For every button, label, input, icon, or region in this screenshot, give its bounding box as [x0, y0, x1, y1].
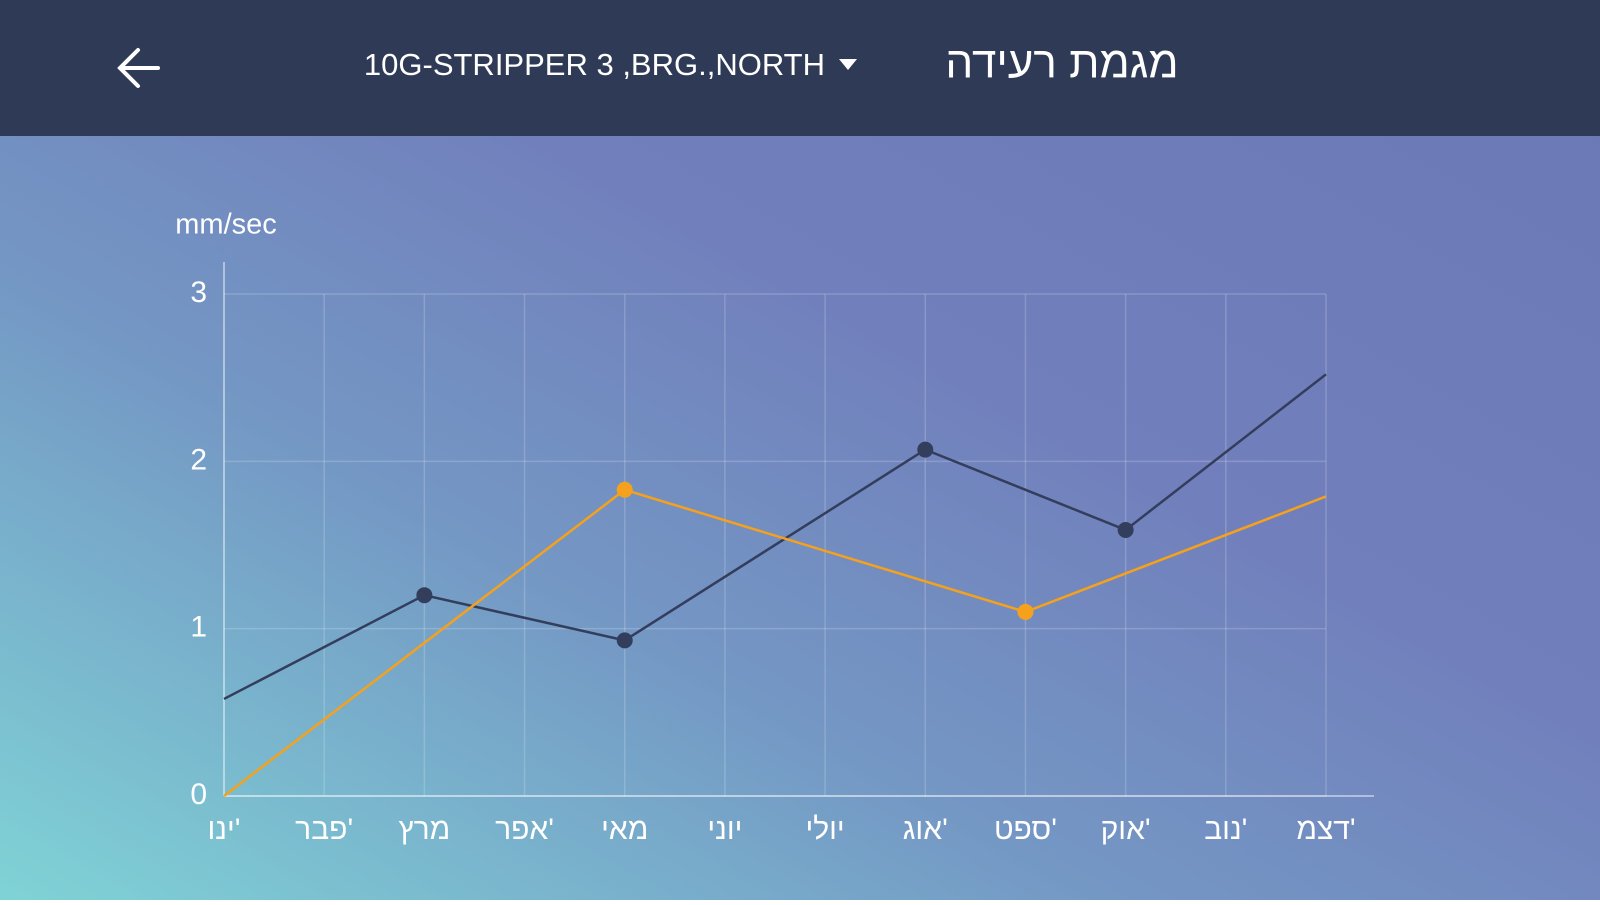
- page-title: מגמת רעידה: [945, 39, 1178, 88]
- back-button[interactable]: [117, 48, 160, 88]
- x-tick-label: דצמ': [1296, 813, 1355, 846]
- x-tick-label: נוב': [1204, 813, 1247, 846]
- data-point: [416, 587, 433, 604]
- x-tick-label: ספט': [994, 813, 1057, 846]
- chart: 0 1 2 3 ינו' פבר' מרץ אפר' מאי יוני יולי אוג' ספט' או…: [190, 262, 1374, 846]
- x-tick-label: מרץ: [398, 813, 450, 846]
- sensor-selector[interactable]: 10G-STRIPPER 3 ,BRG.,NORTH: [364, 47, 857, 82]
- series-line: [223, 488, 1327, 797]
- x-tick-label: יוני: [707, 813, 742, 846]
- series-line: [223, 373, 1327, 701]
- y-tick-label: 3: [190, 276, 207, 309]
- x-tick-label: מאי: [601, 813, 648, 846]
- x-tick-label: אוג': [903, 813, 948, 846]
- x-tick-label: יולי: [805, 813, 844, 846]
- x-tick-label: אפר': [495, 813, 554, 846]
- data-point: [616, 632, 633, 649]
- app-bar: [0, 0, 1600, 136]
- x-tick-label: אוק': [1101, 813, 1151, 846]
- y-tick-label: 0: [190, 778, 207, 811]
- y-axis-label: mm/sec: [175, 209, 277, 241]
- dropdown-arrow[interactable]: [839, 59, 857, 70]
- back-arrow[interactable]: [117, 48, 160, 88]
- y-tick-label: 2: [190, 443, 207, 476]
- x-tick-label: ינו': [208, 813, 241, 846]
- data-point: [1017, 603, 1034, 620]
- selector-label[interactable]: 10G-STRIPPER 3 ,BRG.,NORTH: [364, 47, 825, 82]
- y-tick-label: 1: [190, 611, 207, 644]
- data-point: [1117, 521, 1134, 538]
- data-point: [616, 481, 633, 498]
- data-point: [917, 441, 934, 458]
- x-tick-label: פבר': [295, 813, 353, 846]
